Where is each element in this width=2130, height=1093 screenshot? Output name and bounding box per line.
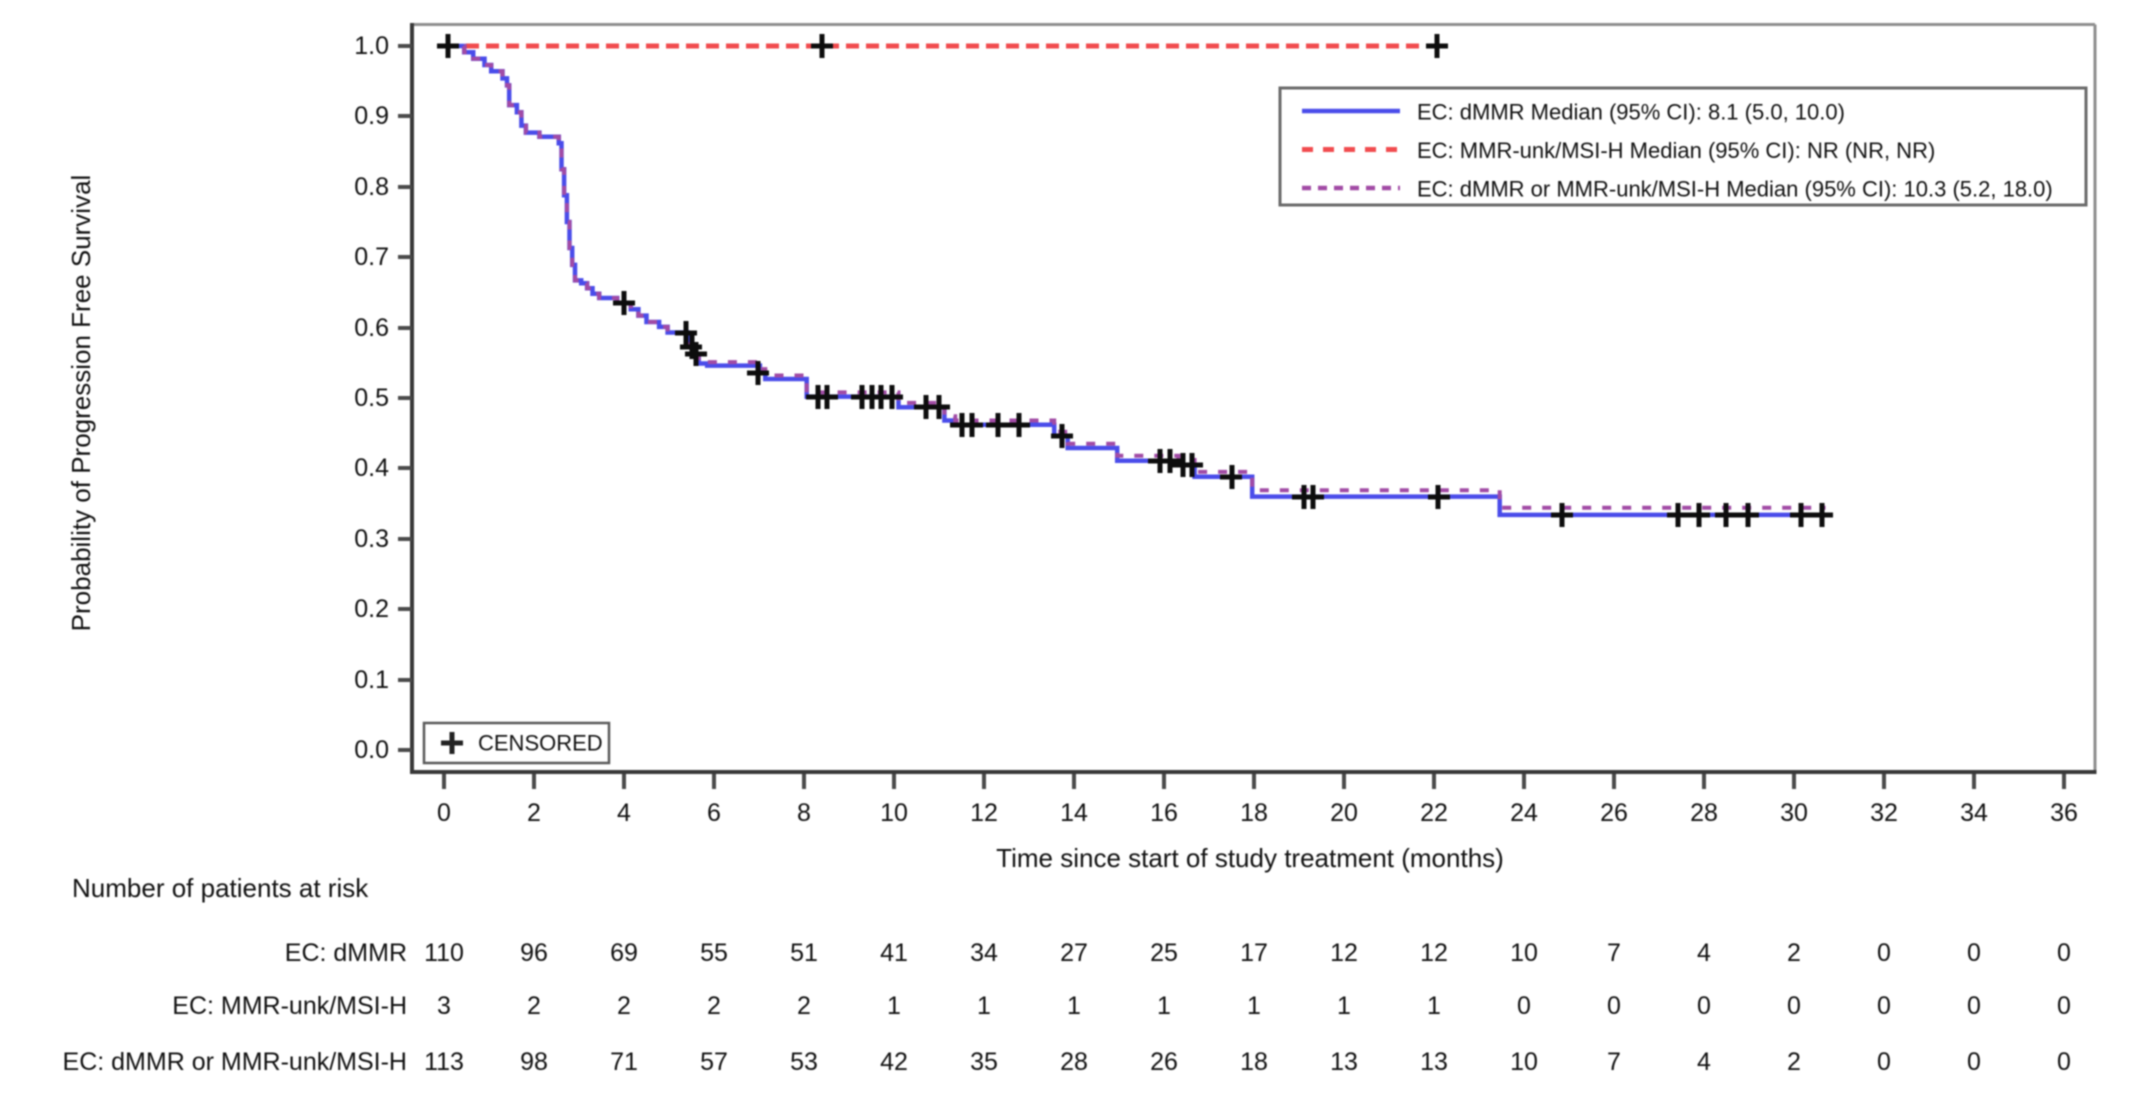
svg-text:0: 0 (1787, 992, 1801, 1020)
svg-text:110: 110 (424, 939, 464, 967)
svg-text:14: 14 (1060, 799, 1088, 827)
svg-text:Time since start of study trea: Time since start of study treatment (mon… (996, 843, 1504, 873)
svg-text:0: 0 (1697, 992, 1711, 1020)
svg-text:26: 26 (1600, 799, 1628, 827)
svg-text:Probability of Progression Fre: Probability of Progression Free Survival (66, 175, 96, 632)
svg-text:2: 2 (797, 992, 811, 1020)
svg-text:20: 20 (1330, 799, 1358, 827)
svg-text:EC: dMMR: EC: dMMR (285, 939, 407, 967)
svg-text:12: 12 (970, 799, 998, 827)
svg-text:51: 51 (790, 939, 818, 967)
svg-text:7: 7 (1607, 1048, 1621, 1076)
svg-text:0: 0 (1877, 939, 1891, 967)
svg-text:10: 10 (880, 799, 908, 827)
svg-text:1.0: 1.0 (354, 32, 389, 60)
svg-text:69: 69 (610, 939, 638, 967)
svg-text:71: 71 (610, 1048, 638, 1076)
svg-text:27: 27 (1060, 939, 1088, 967)
svg-text:1: 1 (887, 992, 901, 1020)
svg-text:0: 0 (1877, 1048, 1891, 1076)
svg-text:2: 2 (707, 992, 721, 1020)
svg-text:0.4: 0.4 (354, 454, 389, 482)
svg-text:12: 12 (1420, 939, 1448, 967)
svg-text:96: 96 (520, 939, 548, 967)
svg-text:EC: MMR-unk/MSI-H Median (95%: EC: MMR-unk/MSI-H Median (95% CI): NR (N… (1417, 138, 1935, 163)
svg-text:26: 26 (1150, 1048, 1178, 1076)
svg-text:0: 0 (1607, 992, 1621, 1020)
svg-text:41: 41 (880, 939, 908, 967)
svg-text:1: 1 (1247, 992, 1261, 1020)
svg-text:36: 36 (2050, 799, 2078, 827)
svg-text:0.9: 0.9 (354, 102, 389, 130)
svg-text:CENSORED: CENSORED (478, 731, 603, 756)
svg-text:4: 4 (1697, 1048, 1711, 1076)
svg-text:53: 53 (790, 1048, 818, 1076)
svg-text:1: 1 (1157, 992, 1171, 1020)
svg-text:28: 28 (1690, 799, 1718, 827)
svg-text:16: 16 (1150, 799, 1178, 827)
svg-text:0: 0 (2057, 992, 2071, 1020)
svg-text:1: 1 (1337, 992, 1351, 1020)
svg-text:10: 10 (1510, 939, 1538, 967)
svg-text:30: 30 (1780, 799, 1808, 827)
svg-text:22: 22 (1420, 799, 1448, 827)
svg-text:7: 7 (1607, 939, 1621, 967)
svg-text:0: 0 (2057, 939, 2071, 967)
svg-text:0.2: 0.2 (354, 595, 389, 623)
svg-text:35: 35 (970, 1048, 998, 1076)
svg-text:0.7: 0.7 (354, 243, 389, 271)
svg-text:32: 32 (1870, 799, 1898, 827)
svg-text:24: 24 (1510, 799, 1538, 827)
svg-text:113: 113 (424, 1048, 464, 1076)
svg-text:4: 4 (617, 799, 631, 827)
svg-text:13: 13 (1330, 1048, 1358, 1076)
svg-text:4: 4 (1697, 939, 1711, 967)
svg-text:13: 13 (1420, 1048, 1448, 1076)
svg-text:0.1: 0.1 (354, 666, 389, 694)
svg-text:8: 8 (797, 799, 811, 827)
svg-text:EC: MMR-unk/MSI-H: EC: MMR-unk/MSI-H (172, 992, 407, 1020)
svg-text:18: 18 (1240, 799, 1268, 827)
svg-text:0.6: 0.6 (354, 314, 389, 342)
svg-text:0.5: 0.5 (354, 384, 389, 412)
svg-text:25: 25 (1150, 939, 1178, 967)
svg-text:55: 55 (700, 939, 728, 967)
svg-text:0: 0 (2057, 1048, 2071, 1076)
svg-text:2: 2 (617, 992, 631, 1020)
svg-text:6: 6 (707, 799, 721, 827)
svg-text:2: 2 (527, 799, 541, 827)
svg-text:34: 34 (1960, 799, 1988, 827)
svg-text:0: 0 (437, 799, 451, 827)
svg-text:0: 0 (1967, 1048, 1981, 1076)
svg-text:17: 17 (1240, 939, 1268, 967)
svg-text:98: 98 (520, 1048, 548, 1076)
svg-text:Number of patients at risk: Number of patients at risk (72, 873, 369, 903)
svg-text:EC: dMMR or MMR-unk/MSI-H: EC: dMMR or MMR-unk/MSI-H (63, 1048, 407, 1076)
svg-text:0.3: 0.3 (354, 525, 389, 553)
svg-text:18: 18 (1240, 1048, 1268, 1076)
svg-text:2: 2 (527, 992, 541, 1020)
svg-text:12: 12 (1330, 939, 1358, 967)
svg-text:34: 34 (970, 939, 998, 967)
svg-text:0: 0 (1967, 992, 1981, 1020)
svg-text:1: 1 (1427, 992, 1441, 1020)
svg-text:10: 10 (1510, 1048, 1538, 1076)
svg-text:0: 0 (1967, 939, 1981, 967)
svg-text:1: 1 (1067, 992, 1081, 1020)
svg-text:0.0: 0.0 (354, 736, 389, 764)
svg-text:0: 0 (1517, 992, 1531, 1020)
svg-text:28: 28 (1060, 1048, 1088, 1076)
svg-text:2: 2 (1787, 939, 1801, 967)
svg-text:3: 3 (437, 992, 451, 1020)
svg-text:57: 57 (700, 1048, 728, 1076)
svg-text:EC: dMMR or MMR-unk/MSI-H Medi: EC: dMMR or MMR-unk/MSI-H Median (95% CI… (1417, 177, 2053, 202)
svg-text:EC: dMMR Median (95% CI): 8.1: EC: dMMR Median (95% CI): 8.1 (5.0, 10.0… (1417, 100, 1845, 125)
svg-text:0: 0 (1877, 992, 1891, 1020)
svg-text:0.8: 0.8 (354, 173, 389, 201)
svg-text:1: 1 (977, 992, 991, 1020)
svg-text:42: 42 (880, 1048, 908, 1076)
svg-text:2: 2 (1787, 1048, 1801, 1076)
